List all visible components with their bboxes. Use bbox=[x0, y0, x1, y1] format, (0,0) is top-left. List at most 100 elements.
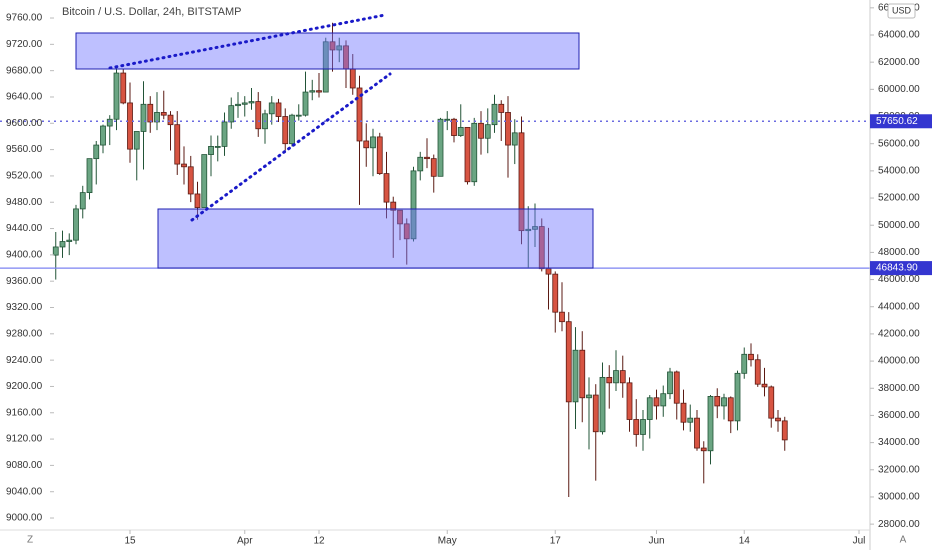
y2-tick-label: 50000.00 bbox=[878, 220, 920, 231]
y-tick-label: 9280.00 bbox=[6, 328, 43, 339]
candle-body bbox=[147, 103, 154, 123]
y-tick-label: 9040.00 bbox=[6, 486, 43, 497]
candle-body bbox=[700, 447, 707, 452]
candle-body bbox=[383, 173, 390, 203]
y2-tick-label: 56000.00 bbox=[878, 138, 920, 149]
candle-body bbox=[268, 102, 275, 115]
candle-body bbox=[59, 241, 66, 248]
candle-body bbox=[322, 41, 329, 93]
y2-tick-label: 34000.00 bbox=[878, 437, 920, 448]
candle-body bbox=[241, 102, 248, 105]
candle-body bbox=[761, 383, 768, 388]
candle-body bbox=[397, 209, 403, 225]
y-tick-label: 9160.00 bbox=[6, 407, 43, 418]
candle-body bbox=[187, 166, 194, 195]
y-tick-label: 9320.00 bbox=[6, 302, 43, 313]
candle-body bbox=[491, 103, 498, 126]
y2-tick-label: 36000.00 bbox=[878, 410, 920, 421]
y-tick-label: 9760.00 bbox=[6, 13, 43, 24]
y2-tick-label: 52000.00 bbox=[878, 193, 920, 204]
currency-badge[interactable] bbox=[887, 3, 916, 19]
candle-body bbox=[592, 394, 599, 433]
y-tick-label: 9480.00 bbox=[6, 197, 43, 208]
candle-body bbox=[687, 417, 694, 423]
x-tick-label: 15 bbox=[124, 536, 136, 547]
candle-body bbox=[545, 268, 552, 275]
candle-body bbox=[633, 419, 640, 435]
candle-body bbox=[349, 68, 356, 89]
candle-body bbox=[741, 353, 748, 374]
candle-body bbox=[255, 101, 262, 130]
candle-body bbox=[309, 90, 316, 93]
candle-body bbox=[282, 116, 289, 145]
y2-tick-label: 46000.00 bbox=[878, 274, 920, 285]
scale-button[interactable]: A bbox=[900, 535, 907, 546]
candle-body bbox=[653, 397, 660, 407]
candle-body bbox=[525, 228, 532, 232]
chart-title: Bitcoin / U.S. Dollar, 24h, BITSTAMP bbox=[62, 6, 242, 18]
y2-tick-label: 54000.00 bbox=[878, 166, 920, 177]
y-tick-label: 9720.00 bbox=[6, 39, 43, 50]
candle-body bbox=[376, 136, 383, 174]
y-tick-label: 9600.00 bbox=[6, 118, 43, 129]
candle-body bbox=[640, 419, 646, 435]
candle-body bbox=[228, 105, 235, 123]
candle-body bbox=[478, 122, 484, 139]
candle-body bbox=[552, 273, 559, 313]
x-tick-label: 12 bbox=[313, 536, 325, 547]
candle-body bbox=[748, 353, 754, 361]
y2-tick-label: 48000.00 bbox=[878, 247, 920, 258]
candle-body bbox=[214, 146, 221, 148]
candle-body bbox=[680, 402, 687, 423]
y2-tick-label: 44000.00 bbox=[878, 301, 920, 312]
y-tick-label: 9520.00 bbox=[6, 171, 43, 182]
candle-body bbox=[100, 125, 106, 146]
candle-body bbox=[727, 397, 734, 422]
auto-button[interactable]: Z bbox=[27, 535, 33, 546]
candle-body bbox=[498, 103, 505, 113]
candle-body bbox=[667, 371, 673, 395]
candle-body bbox=[619, 370, 626, 384]
candle-body bbox=[606, 376, 613, 384]
y-tick-label: 9560.00 bbox=[6, 144, 43, 155]
candle-body bbox=[113, 72, 120, 120]
candle-body bbox=[417, 156, 424, 172]
candle-body bbox=[336, 45, 343, 51]
y-tick-label: 9240.00 bbox=[6, 355, 43, 366]
candle-body bbox=[79, 192, 86, 210]
candle-body bbox=[471, 122, 478, 183]
candle-body bbox=[160, 112, 167, 116]
candle-body bbox=[410, 170, 417, 240]
candle-body bbox=[444, 118, 451, 121]
candle-body bbox=[586, 394, 592, 399]
candle-body bbox=[106, 118, 113, 127]
candle-body bbox=[174, 124, 181, 165]
y2-tick-label: 40000.00 bbox=[878, 356, 920, 367]
y2-tick-label: 32000.00 bbox=[878, 464, 920, 475]
candle-body bbox=[194, 193, 201, 208]
candle-body bbox=[430, 158, 437, 177]
candle-body bbox=[235, 103, 241, 107]
candle-body bbox=[403, 223, 410, 240]
candle-body bbox=[221, 121, 228, 147]
y-tick-label: 9360.00 bbox=[6, 276, 43, 287]
candle-body bbox=[93, 144, 100, 160]
candle-body bbox=[316, 90, 322, 93]
candle-body bbox=[275, 102, 282, 117]
candle-body bbox=[295, 114, 302, 117]
candle-body bbox=[646, 397, 653, 420]
y-tick-label: 9120.00 bbox=[6, 434, 43, 445]
y2-tick-label: 62000.00 bbox=[878, 57, 920, 68]
candle-body bbox=[673, 371, 680, 404]
y2-tick-label: 42000.00 bbox=[878, 329, 920, 340]
y-tick-label: 9200.00 bbox=[6, 381, 43, 392]
y2-tick-label: 64000.00 bbox=[878, 30, 920, 41]
candle-body bbox=[133, 131, 140, 150]
x-tick-label: Jul bbox=[853, 536, 866, 547]
candle-body bbox=[613, 370, 619, 384]
currency-label: USD bbox=[892, 5, 912, 15]
plot bbox=[0, 22, 870, 497]
candle-body bbox=[451, 118, 457, 136]
candle-body bbox=[721, 397, 727, 407]
